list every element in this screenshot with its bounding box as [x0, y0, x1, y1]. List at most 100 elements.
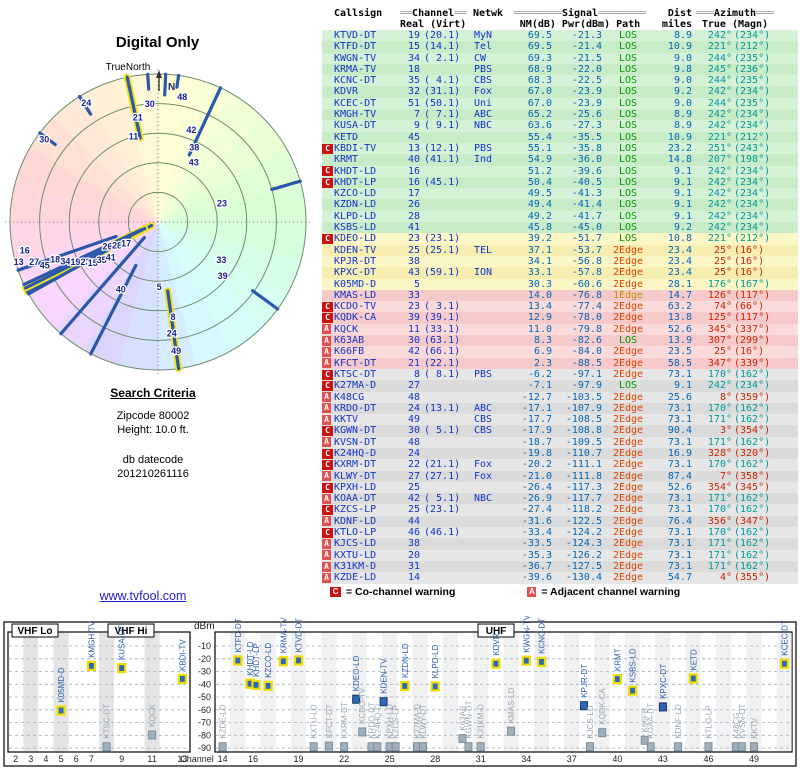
real-channel-cell: 51 — [407, 97, 420, 109]
azimuth-true-cell: 221° — [707, 131, 732, 143]
azimuth-true-cell: 242° — [707, 380, 732, 392]
chart-bar-label: KZDN-LD — [401, 643, 410, 678]
azimuth-true-cell: 242° — [707, 109, 732, 121]
network-cell: Fox — [474, 470, 493, 482]
virtual-channel-cell: (41.1) — [424, 154, 461, 166]
power-dbm-cell: -108.5 — [565, 414, 602, 426]
x-tick-label: 37 — [567, 754, 577, 764]
azimuth-magn-cell: (354°) — [734, 425, 771, 437]
real-channel-cell: 41 — [407, 222, 420, 234]
chart-bar — [779, 658, 790, 669]
noise-margin-cell: -19.8 — [521, 447, 552, 459]
channel-stripe — [503, 633, 519, 751]
callsign-cell: KTVD-DT — [334, 30, 377, 41]
radar-sector — [158, 222, 197, 371]
virtual-channel-cell: ( 7.1) — [424, 109, 461, 121]
noise-margin-cell: 11.0 — [527, 323, 552, 335]
chart-bar-label: KGWN-DT — [465, 700, 474, 738]
distance-cell: 23.2 — [667, 142, 692, 154]
virtual-channel-cell: (46.1) — [424, 527, 461, 539]
channel-stripe — [442, 633, 458, 751]
virtual-channel-cell: ( 8.1) — [424, 368, 461, 380]
tvfool-link[interactable]: www.tvfool.com — [99, 589, 187, 603]
chart-bar-label: KTFD-DT — [234, 618, 243, 652]
row-flag: A — [322, 493, 334, 504]
table-row: KDEN-TV 25 (25.1) TEL 37.1 -53.7 2Edge 23.4 25°(… — [322, 244, 798, 256]
distance-cell: 25.6 — [667, 391, 692, 403]
real-channel-cell: 24 — [407, 402, 420, 414]
distance-cell: 9.1 — [673, 199, 692, 211]
radar-channel-label: 11 — [129, 132, 139, 142]
table-row: KRMA-TV 18 PBS 68.9 -22.0 LOS 9.8 245° (236°) — [322, 63, 798, 76]
noise-margin-cell: 13.4 — [527, 301, 552, 313]
power-dbm-cell: -36.0 — [571, 154, 602, 166]
azimuth-magn-cell: (235°) — [734, 75, 771, 87]
azimuth-magn-cell: (234°) — [734, 210, 771, 222]
radar-channel-label: 5 — [157, 282, 162, 292]
row-flag: C — [322, 448, 334, 459]
real-channel-cell: 38 — [407, 255, 420, 267]
distance-cell: 73.1 — [667, 527, 692, 539]
chart-bar — [430, 681, 440, 692]
power-dbm-cell: -117.7 — [565, 493, 602, 505]
path-cell: LOS — [618, 41, 638, 53]
table-header-cell: Callsign — [334, 7, 383, 19]
callsign-cell: KPJR-DT — [334, 255, 377, 267]
callsign-cell: KFCT-DT — [334, 357, 377, 369]
power-dbm-cell: -41.4 — [571, 199, 602, 211]
chart-bar — [640, 735, 649, 745]
chart-bar-label: KCEC-DT — [780, 620, 789, 656]
channel-stripe — [23, 633, 39, 751]
real-channel-cell: 14 — [407, 572, 420, 584]
distance-cell: 10.9 — [667, 41, 692, 53]
table-row: C KDEO-LD 23 (23.1) 39.2 -51.7 LOS 10.8 221° (212… — [322, 233, 798, 245]
table-row: A K31KM-D 31 -36.7 -127.5 2Edge 73.1 171° (162°) — [322, 560, 798, 573]
chart-bar-label: KHDT-LP — [252, 643, 261, 677]
azimuth-magn-cell: (16°) — [734, 346, 765, 358]
azimuth-true-cell: 242° — [707, 210, 732, 222]
distance-cell: 90.4 — [667, 425, 692, 437]
adjacent-channel-flag-icon: A — [322, 324, 331, 335]
distance-cell: 9.1 — [673, 176, 692, 188]
chart-bar — [737, 742, 746, 752]
callsign-cell: KDVR — [334, 86, 359, 98]
azimuth-magn-cell: (299°) — [734, 335, 771, 347]
radar-spoke — [27, 236, 132, 296]
path-cell: LOS — [618, 188, 638, 200]
azimuth-true-cell: 242° — [707, 30, 732, 41]
radar-channel-label: 33 — [216, 255, 226, 265]
chart-bar — [646, 742, 655, 752]
table-row: KMAS-LD 33 14.0 -76.8 1Edge 14.7 126° (117°) — [322, 289, 798, 302]
power-dbm-cell: -130.4 — [565, 572, 602, 584]
chart-bar — [293, 655, 304, 666]
power-dbm-cell: -39.6 — [571, 165, 602, 177]
row-flag: C — [322, 505, 334, 516]
azimuth-magn-cell: (234°) — [734, 176, 771, 188]
adjacent-channel-flag-icon: A — [322, 358, 331, 369]
chart-bar-label: KZCO-LD — [264, 643, 273, 678]
azimuth-magn-cell: (162°) — [734, 459, 771, 471]
channel-stripe — [473, 633, 489, 751]
noise-margin-cell: -17.9 — [521, 425, 552, 437]
real-channel-cell: 27 — [407, 470, 420, 482]
chart-bar-label: KZDE-LD — [219, 704, 228, 738]
real-channel-cell: 26 — [407, 199, 420, 211]
table-row: KETD 45 55.4 -35.5 LOS 10.9 221° (212°) — [322, 131, 798, 143]
table-row: KLPD-LD 28 49.2 -41.7 LOS 9.1 242° (234°) — [322, 210, 798, 223]
chart-bar — [464, 742, 473, 752]
table-row: C KGWN-DT 30 ( 5.1) CBS -17.9 -108.8 2Edge 90.4 3… — [322, 425, 798, 437]
noise-margin-cell: 68.9 — [527, 63, 552, 75]
noise-margin-cell: 65.2 — [527, 109, 552, 121]
azimuth-true-cell: 171° — [707, 538, 732, 550]
power-dbm-cell: -127.5 — [565, 560, 602, 572]
table-row: KZDN-LD 26 49.4 -41.4 LOS 9.1 242° (234°) — [322, 199, 798, 211]
adjacent-channel-flag-icon: A — [322, 493, 331, 504]
callsign-cell: KHDT-LP — [334, 176, 377, 188]
real-channel-cell: 8 — [413, 368, 420, 380]
distance-cell: 23.4 — [667, 267, 692, 279]
azimuth-true-cell: 25° — [713, 267, 732, 279]
datecode-value: 201210261116 — [117, 468, 189, 480]
virtual-channel-cell: (66.1) — [424, 346, 461, 358]
table-row: A KKTV 49 CBS -17.7 -108.5 2Edge 73.1 171° (162°) — [322, 414, 798, 426]
channel-stripe — [351, 633, 367, 751]
